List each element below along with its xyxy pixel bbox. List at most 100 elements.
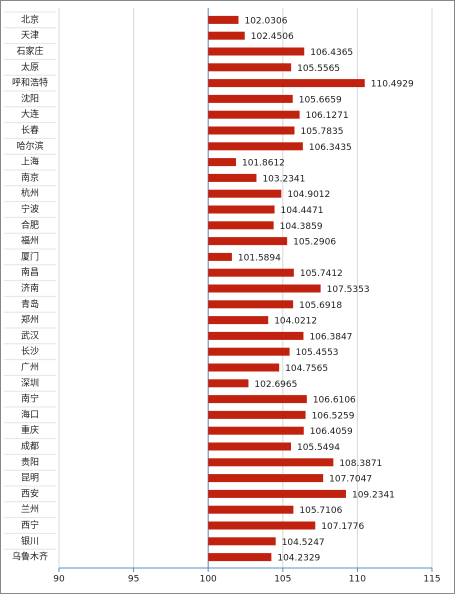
y-tick-label: 南昌 [21,266,39,278]
data-label: 104.7565 [285,364,328,374]
data-label: 105.7835 [300,127,343,137]
y-tick-label: 武汉 [21,329,39,341]
bar [208,47,305,56]
y-tick-label: 天津 [21,30,39,41]
bar [208,395,307,404]
data-label: 101.5894 [238,253,281,263]
data-label: 106.1271 [306,111,349,121]
bar [208,126,295,135]
bar [208,158,236,167]
x-tick-label: 95 [128,575,139,585]
data-label: 102.0306 [244,16,287,26]
bar [208,442,291,451]
data-label: 102.4506 [251,32,294,42]
y-tick-label: 长春 [21,124,39,136]
bar [208,252,232,261]
data-label: 106.3847 [309,332,352,342]
bar [208,173,257,182]
data-label: 105.7106 [299,506,342,516]
y-tick-label: 济南 [21,282,39,294]
bar [208,505,294,514]
data-label: 107.5353 [327,285,370,295]
x-tick-label: 100 [200,575,217,585]
y-tick-label: 南京 [21,171,39,183]
bar [208,110,300,119]
data-label: 108.3871 [339,459,382,469]
data-label: 101.8612 [242,159,285,169]
data-label: 110.4929 [371,80,414,90]
y-tick-label: 重庆 [21,424,39,436]
data-label: 106.4059 [310,427,353,437]
y-tick-label: 西安 [21,487,39,499]
y-tick-label: 太原 [21,61,39,73]
bar [208,15,239,24]
y-tick-label: 昆明 [21,473,39,484]
data-label: 105.4553 [296,348,339,358]
bar [208,458,334,467]
data-label: 106.5259 [312,411,355,421]
bar [208,410,306,419]
x-tick-label: 115 [423,575,440,585]
bar [208,553,272,562]
y-tick-label: 石家庄 [16,45,43,57]
data-label: 106.4365 [310,48,353,58]
y-tick-label: 哈尔滨 [16,140,43,152]
data-label: 104.2329 [277,554,320,564]
y-tick-label: 福州 [21,235,39,247]
data-label: 106.6106 [313,396,356,406]
bar [208,300,294,309]
data-label: 109.2341 [352,490,395,500]
bar [208,221,274,230]
y-tick-label: 广州 [21,361,39,373]
y-tick-label: 合肥 [21,219,39,231]
bar [208,537,276,546]
y-tick-label: 青岛 [21,298,39,310]
bar [208,474,324,483]
y-tick-label: 银川 [21,535,39,547]
bar [208,79,365,88]
data-label: 105.5494 [297,443,340,453]
bar [208,31,245,40]
y-tick-label: 沈阳 [21,92,39,104]
data-label: 102.6965 [254,380,297,390]
y-tick-label: 北京 [21,13,39,25]
y-tick-label: 长沙 [21,345,39,357]
bar [208,363,280,372]
data-label: 104.3859 [280,222,323,232]
data-label: 105.6918 [299,301,342,311]
bar [208,189,282,198]
bar [208,205,275,214]
y-tick-label: 贵阳 [21,456,39,468]
y-tick-label: 杭州 [21,187,39,199]
bar [208,426,304,435]
y-tick-label: 呼和浩特 [12,77,48,89]
data-label: 105.6659 [299,95,342,105]
data-label: 105.7412 [300,269,343,279]
y-tick-label: 兰州 [21,503,39,515]
x-tick-label: 110 [349,575,366,585]
data-label: 105.2906 [293,238,336,248]
data-label: 104.5247 [282,538,325,548]
bar [208,331,304,340]
y-tick-label: 深圳 [21,378,39,389]
y-tick-label: 成都 [21,440,39,452]
bar [208,347,290,356]
y-tick-label: 南宁 [21,393,39,405]
data-label: 103.2341 [262,174,305,184]
y-tick-label: 宁波 [21,203,39,215]
y-tick-label: 海口 [21,408,39,420]
data-label: 104.4471 [281,206,324,216]
data-label: 104.9012 [287,190,330,200]
y-tick-label: 上海 [21,156,39,168]
bar [208,316,269,325]
x-tick-label: 90 [53,575,65,585]
bar [208,379,249,388]
bar [208,489,346,498]
bar [208,268,294,277]
bar [208,237,288,246]
data-label: 106.3435 [309,143,352,153]
y-tick-label: 郑州 [21,314,39,326]
y-tick-label: 乌鲁木齐 [12,551,48,563]
